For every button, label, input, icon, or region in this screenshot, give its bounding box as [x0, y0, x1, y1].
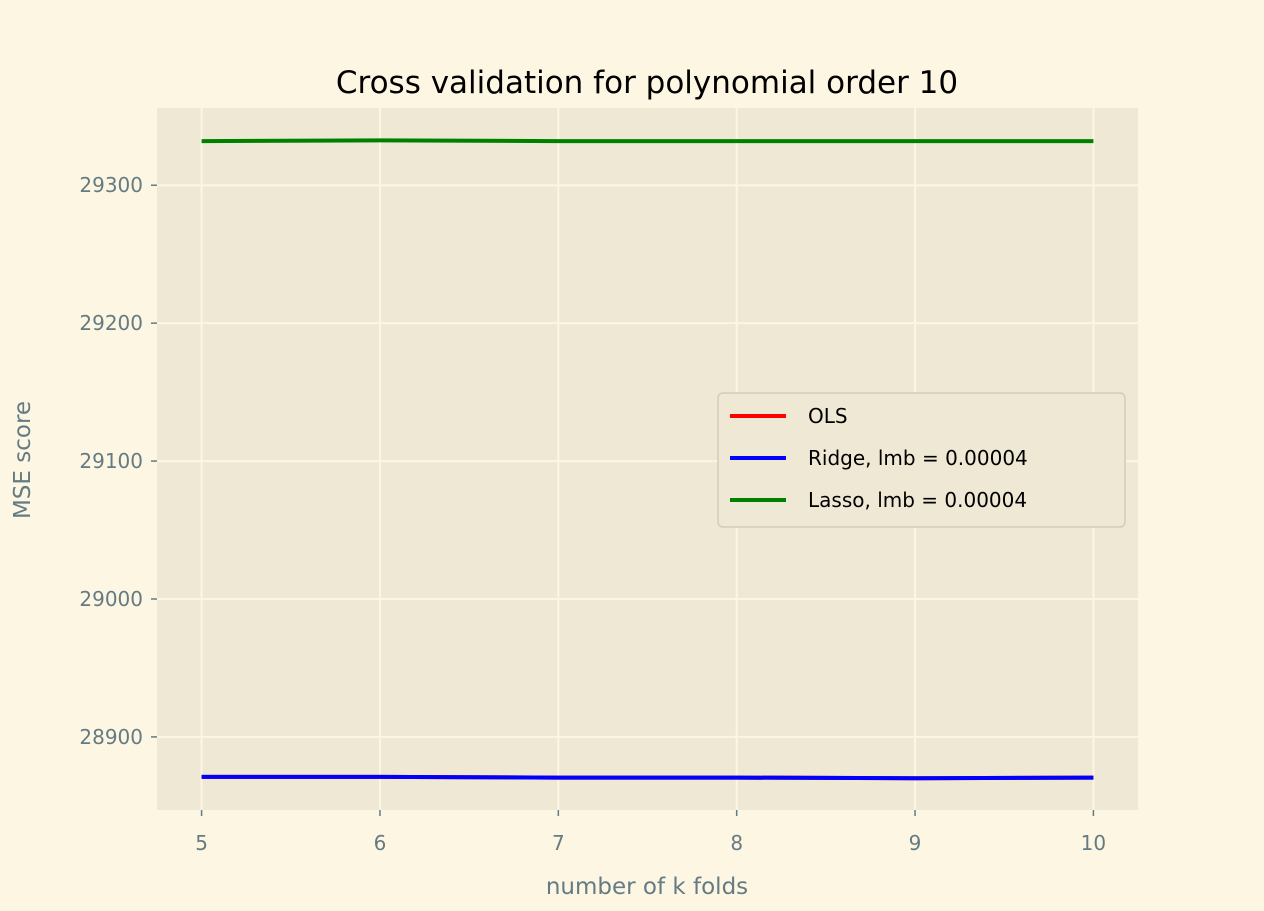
x-axis-label: number of k folds — [546, 874, 748, 900]
x-tick-label: 8 — [730, 831, 743, 855]
legend: OLS Ridge, lmb = 0.00004 Lasso, lmb = 0.00… — [717, 392, 1126, 528]
x-tick-label: 10 — [1081, 831, 1106, 855]
chart-title: Cross validation for polynomial order 10 — [336, 65, 958, 101]
y-tick-label: 28900 — [79, 725, 143, 749]
x-tick-label: 5 — [195, 831, 208, 855]
y-axis-label: MSE score — [10, 401, 36, 519]
x-tick-label: 7 — [552, 831, 565, 855]
legend-label: Lasso, lmb = 0.00004 — [808, 488, 1027, 512]
x-tick-label: 6 — [374, 831, 387, 855]
y-tick-label: 29100 — [79, 449, 143, 473]
legend-box — [717, 392, 1126, 528]
y-tick-label: 29200 — [79, 311, 143, 335]
series-line-ridge — [201, 774, 1094, 781]
x-tick-label: 9 — [909, 831, 922, 855]
legend-label: Ridge, lmb = 0.00004 — [808, 446, 1028, 470]
legend-label: OLS — [808, 404, 848, 428]
series-line-lasso — [201, 138, 1094, 144]
axis-ticks: 5 6 7 8 9 10 28900 29000 29100 29200 29300 — [79, 173, 1106, 855]
y-tick-label: 29000 — [79, 587, 143, 611]
y-tick-label: 29300 — [79, 173, 143, 197]
series-lines — [201, 138, 1094, 781]
